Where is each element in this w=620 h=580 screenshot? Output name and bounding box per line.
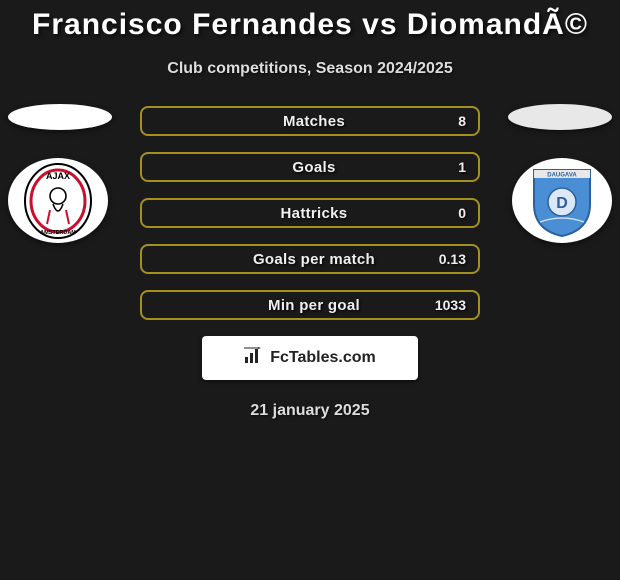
bar-chart-icon xyxy=(244,347,266,370)
stat-label: Goals per match xyxy=(253,251,375,268)
stat-value: 0.13 xyxy=(439,251,466,267)
stat-row-matches: Matches 8 xyxy=(140,106,480,136)
svg-text:AJAX: AJAX xyxy=(46,171,70,181)
daugava-crest-icon: DAUGAVA D xyxy=(530,164,594,238)
subtitle: Club competitions, Season 2024/2025 xyxy=(0,60,620,78)
stat-value: 1 xyxy=(458,159,466,175)
ajax-crest-icon: AJAX AMSTERDAM xyxy=(23,162,93,240)
stat-value: 8 xyxy=(458,113,466,129)
stat-label: Min per goal xyxy=(268,297,360,314)
date-label: 21 january 2025 xyxy=(0,402,620,420)
stat-label: Goals xyxy=(292,159,335,176)
svg-text:D: D xyxy=(556,195,568,212)
svg-text:AMSTERDAM: AMSTERDAM xyxy=(40,230,76,236)
svg-text:DAUGAVA: DAUGAVA xyxy=(547,172,577,178)
player-right-ellipse xyxy=(508,104,612,130)
comparison-panel: AJAX AMSTERDAM DAUGAVA D Matches 8 Goals… xyxy=(0,106,620,420)
stat-row-min-per-goal: Min per goal 1033 xyxy=(140,290,480,320)
stat-row-goals-per-match: Goals per match 0.13 xyxy=(140,244,480,274)
player-left-ellipse xyxy=(8,104,112,130)
stat-row-hattricks: Hattricks 0 xyxy=(140,198,480,228)
stat-value: 1033 xyxy=(435,297,466,313)
club-badge-right: DAUGAVA D xyxy=(512,158,612,243)
club-badge-left: AJAX AMSTERDAM xyxy=(8,158,108,243)
brand-label: FcTables.com xyxy=(270,349,376,367)
stat-label: Matches xyxy=(283,113,345,130)
stat-label: Hattricks xyxy=(281,205,348,222)
page-title: Francisco Fernandes vs DiomandÃ© xyxy=(0,0,620,42)
stats-rows: Matches 8 Goals 1 Hattricks 0 Goals per … xyxy=(140,106,480,320)
brand-card[interactable]: FcTables.com xyxy=(202,336,418,380)
stat-value: 0 xyxy=(458,205,466,221)
stat-row-goals: Goals 1 xyxy=(140,152,480,182)
